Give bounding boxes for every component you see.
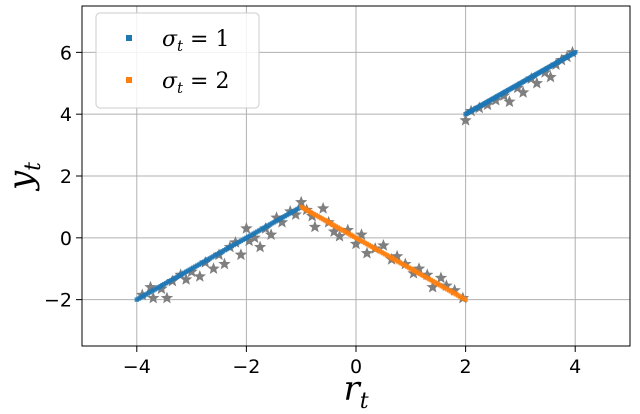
observation-star: [341, 223, 354, 236]
observation-star: [308, 220, 322, 233]
observation-star: [193, 269, 206, 282]
x-tick-label: 4: [569, 356, 581, 378]
observation-star: [160, 291, 174, 304]
x-tick-label: 0: [350, 356, 362, 378]
observation-star: [179, 273, 193, 285]
legend-label-sigma-1: σt = 1: [162, 27, 229, 55]
observation-star: [327, 225, 341, 237]
observation-star: [218, 257, 231, 270]
observation-star: [544, 70, 557, 83]
y-tick-label: 0: [60, 228, 72, 250]
observation-star: [440, 279, 453, 291]
y-axis-label: yt: [1, 162, 46, 192]
x-axis-label: rt: [343, 369, 368, 414]
observation-star: [333, 229, 346, 242]
y-tick-label: 2: [60, 166, 72, 188]
y-axis-label-sub: t: [21, 162, 46, 171]
fitted-series: [134, 50, 578, 302]
legend-box: [95, 12, 260, 109]
observation-star: [289, 208, 302, 220]
legend: σt = 1 σt = 2: [95, 12, 260, 109]
observation-star: [355, 228, 368, 240]
observation-star: [207, 262, 220, 274]
observation-star: [316, 201, 330, 214]
observation-star: [349, 237, 363, 250]
observation-star: [503, 95, 516, 108]
observation-star: [459, 113, 472, 126]
x-tick-label: −2: [232, 356, 260, 378]
observation-star: [516, 86, 530, 98]
x-tick-label: 2: [460, 356, 472, 378]
axis-ticks: −4 −2 0 2 4 −2 0 2 4 6: [44, 42, 581, 378]
observation-star: [295, 195, 308, 208]
x-tick-label: −4: [123, 356, 151, 378]
observation-star: [270, 211, 283, 223]
observation-star: [377, 239, 390, 251]
x-axis-label-sub: t: [360, 389, 369, 414]
legend-swatch-sigma-2: [126, 77, 132, 83]
observation-star: [360, 246, 374, 259]
observation-star: [434, 271, 448, 284]
observation-star: [448, 283, 461, 296]
observation-star: [234, 248, 248, 261]
series-point: [573, 50, 578, 55]
y-tick-label: 6: [60, 42, 72, 64]
observation-star: [147, 291, 160, 304]
legend-label-sigma-2: σt = 2: [162, 69, 229, 97]
observation-star: [275, 215, 289, 228]
legend-swatch-sigma-1: [126, 35, 132, 41]
observation-star: [144, 280, 157, 293]
observation-star: [240, 222, 253, 234]
observation-star: [264, 228, 278, 240]
observation-star: [390, 249, 404, 262]
observation-star: [426, 280, 439, 293]
y-tick-label: −2: [44, 290, 72, 312]
y-axis-label-base: y: [1, 170, 41, 192]
observation-star: [253, 240, 267, 253]
series-point: [463, 297, 468, 302]
observation-star: [248, 231, 261, 244]
x-axis-label-base: r: [343, 369, 361, 409]
y-tick-label: 4: [60, 104, 72, 126]
observation-star: [242, 234, 256, 247]
observation-star: [412, 262, 426, 274]
observation-star: [421, 268, 434, 281]
observation-star: [530, 76, 544, 89]
